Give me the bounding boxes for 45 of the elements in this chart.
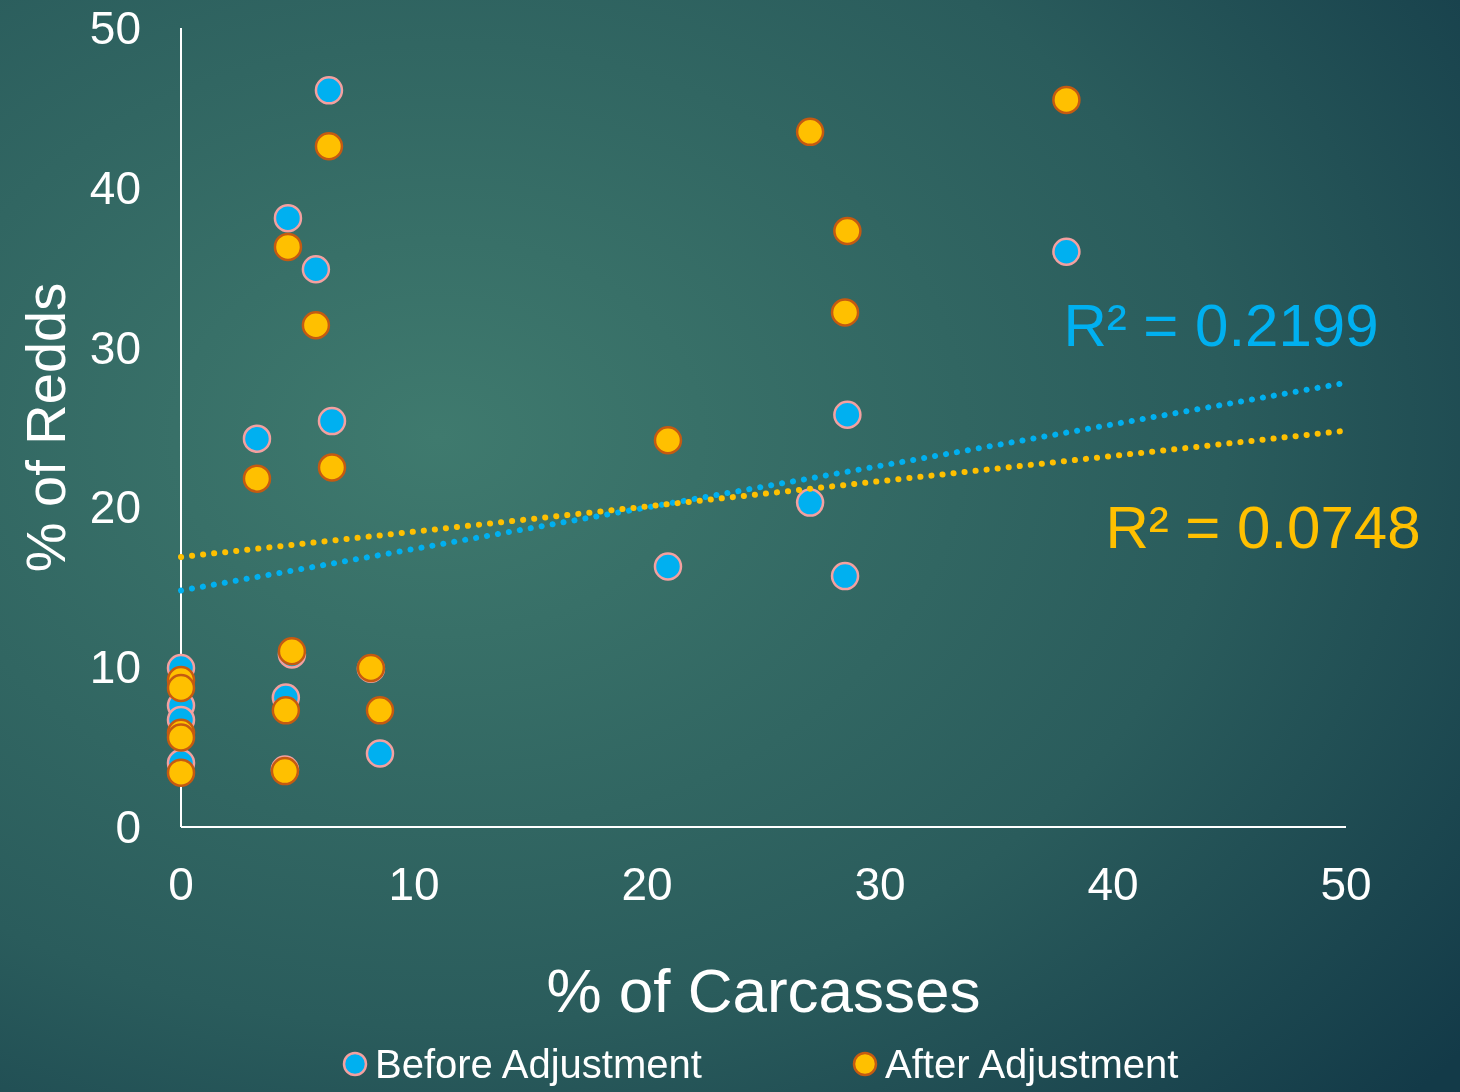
- legend-label: After Adjustment: [885, 1042, 1179, 1086]
- point: [365, 696, 395, 725]
- point: [1052, 237, 1081, 266]
- point: [277, 636, 307, 666]
- point: [653, 552, 683, 581]
- point: [166, 758, 196, 787]
- point: [365, 739, 395, 768]
- x-tick-label: 40: [1087, 858, 1139, 910]
- point: [1052, 85, 1081, 115]
- point: [242, 424, 272, 453]
- x-tick-label: 20: [621, 858, 673, 910]
- point: [830, 561, 860, 591]
- legend-label: Before Adjustment: [375, 1042, 702, 1086]
- point: [273, 203, 303, 233]
- annotation: R² = 0.2199: [1063, 292, 1379, 360]
- point: [833, 400, 862, 429]
- x-tick-label: 10: [388, 858, 440, 910]
- y-tick-label: 40: [89, 161, 141, 214]
- point: [242, 464, 272, 493]
- y-tick-label: 10: [89, 641, 141, 694]
- y-tick-label: 30: [89, 321, 141, 374]
- point: [317, 406, 347, 436]
- point: [271, 696, 301, 725]
- annotation: R² = 0.0748: [1105, 494, 1421, 562]
- y-axis-title: % of Redds: [13, 282, 77, 573]
- point: [795, 117, 825, 147]
- point: [166, 723, 196, 752]
- point: [795, 488, 825, 517]
- y-tick-label: 20: [89, 481, 141, 534]
- point: [317, 453, 347, 482]
- x-axis-title: % of Carcasses: [546, 955, 981, 1025]
- y-tick-label: 0: [115, 801, 141, 853]
- x-tick-label: 30: [854, 858, 906, 910]
- point: [301, 255, 331, 284]
- x-tick-label: 0: [168, 858, 194, 910]
- point: [314, 76, 344, 105]
- point: [833, 216, 862, 246]
- y-tick-label: 50: [89, 2, 141, 54]
- point: [166, 673, 196, 703]
- point: [830, 298, 860, 327]
- point: [653, 426, 683, 455]
- x-tick-label: 50: [1320, 858, 1372, 910]
- point: [301, 310, 331, 340]
- point: [314, 132, 344, 161]
- point: [273, 232, 303, 262]
